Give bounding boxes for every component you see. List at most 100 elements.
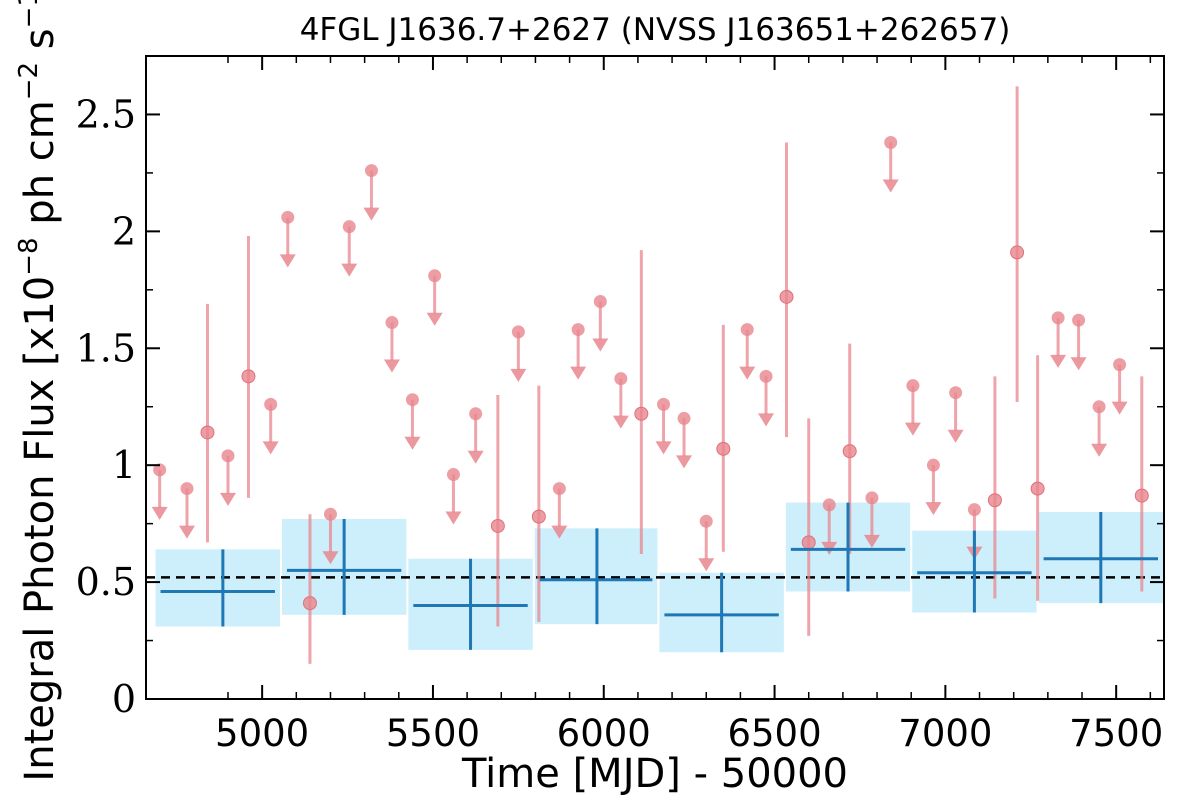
upper-limit-marker [657, 397, 671, 411]
upper-limit-19 [655, 397, 672, 455]
upper-limit-marker [552, 482, 566, 496]
short-bin-point-13 [1030, 355, 1045, 601]
y-tick-label: 2 [112, 209, 136, 253]
upper-limit-arrow-head [1070, 357, 1087, 371]
upper-limit-arrow-head [322, 551, 339, 565]
upper-limit-arrow-head [1091, 443, 1108, 457]
short-bin-marker [200, 425, 215, 440]
upper-limit-marker [926, 458, 940, 472]
y-tick-label: 0 [112, 677, 136, 721]
upper-limit-marker [967, 503, 981, 517]
upper-limit-marker [428, 269, 442, 283]
long-bin-point-3 [413, 558, 528, 650]
long-bin-point-8 [1043, 511, 1158, 604]
upper-limit-arrow-head [655, 441, 672, 455]
y-tick-label: 1.5 [76, 326, 136, 370]
upper-limit-25 [863, 491, 880, 548]
upper-limit-24 [821, 498, 838, 555]
short-bin-point-10 [842, 343, 857, 555]
upper-limit-marker [385, 316, 399, 330]
short-bin-point-7 [716, 324, 731, 552]
upper-limit-9 [383, 316, 400, 373]
upper-limit-34 [1111, 358, 1128, 415]
upper-limit-marker [342, 220, 356, 234]
plot-area: 5000 5500 6000 6500 7000 7500 0 0.5 1 1.5 2 2.5 [76, 55, 1165, 755]
long-bin-point-2 [286, 518, 402, 615]
y-axis-label: Integral Photon Flux [x10−8 ph cm−2 s−1] [14, 0, 63, 782]
upper-limit-14 [510, 325, 527, 382]
upper-limit-marker [906, 379, 920, 393]
upper-limit-arrow-head [510, 368, 527, 382]
upper-limit-arrow-head [676, 455, 693, 469]
upper-limit-arrow-head [219, 492, 236, 506]
upper-limit-arrow-head [363, 207, 380, 221]
upper-limit-31 [1050, 311, 1067, 368]
short-bin-marker [801, 535, 816, 550]
upper-limit-1 [151, 463, 168, 520]
upper-limit-marker [1113, 358, 1127, 372]
upper-limit-arrow-head [904, 422, 921, 436]
short-bin-marker [1030, 481, 1045, 496]
upper-limit-arrow-head [863, 534, 880, 548]
y-tick-label: 0.5 [76, 560, 136, 604]
upper-limit-marker [884, 136, 898, 150]
upper-limit-arrow-head [1050, 354, 1067, 368]
long-bin-point-4 [539, 528, 653, 625]
upper-limit-marker [614, 372, 628, 386]
short-bin-point-8 [779, 142, 794, 438]
upper-limit-26 [882, 136, 899, 193]
long-bin-layer [160, 502, 1158, 653]
upper-limit-marker [153, 463, 167, 477]
chart-title: 4FGL J1636.7+2627 (NVSS J163651+262657) [300, 12, 1011, 48]
upper-limit-12 [445, 468, 462, 525]
x-tick-label: 7000 [898, 712, 992, 755]
upper-limit-marker [281, 210, 295, 224]
upper-limit-marker [822, 498, 836, 512]
short-bin-point-4 [490, 395, 505, 627]
upper-limit-arrow-head [698, 558, 715, 572]
short-bin-marker [842, 444, 857, 459]
short-bin-marker [241, 369, 256, 384]
short-bin-layer [151, 86, 1149, 664]
upper-limit-3 [219, 449, 236, 506]
upper-limit-marker [405, 393, 419, 407]
upper-limit-arrow-head [551, 525, 568, 539]
upper-limit-arrow-head [758, 413, 775, 427]
upper-limit-5 [279, 210, 296, 268]
upper-limit-13 [467, 407, 484, 464]
upper-limit-29 [947, 386, 964, 443]
upper-limit-2 [178, 482, 195, 539]
upper-limit-arrow-head [739, 366, 756, 380]
long-bin-point-5 [664, 572, 779, 653]
upper-limit-21 [698, 514, 715, 572]
upper-limit-33 [1091, 400, 1108, 457]
upper-limit-arrow-head [882, 179, 899, 193]
short-bin-marker [779, 289, 794, 304]
y-tick-label: 1 [112, 443, 136, 487]
upper-limit-marker [699, 514, 713, 528]
upper-limit-arrow-head [570, 366, 587, 380]
upper-limit-marker [446, 468, 460, 482]
upper-limit-arrow-head [383, 359, 400, 373]
long-bin-point-6 [790, 502, 906, 592]
upper-limit-8 [363, 164, 380, 221]
upper-limit-16 [570, 323, 587, 380]
upper-limit-32 [1070, 313, 1087, 371]
upper-limit-arrow-head [279, 254, 296, 268]
short-bin-point-2 [241, 236, 256, 498]
short-bin-marker [531, 509, 546, 524]
short-bin-marker [634, 406, 649, 421]
upper-limit-arrow-head [262, 441, 279, 455]
upper-limit-arrow-head [404, 436, 421, 450]
short-bin-marker [987, 493, 1002, 508]
y-tick-label: 2.5 [76, 92, 136, 136]
upper-limit-11 [426, 269, 443, 326]
short-bin-point-11 [987, 376, 1002, 599]
upper-limit-7 [341, 220, 358, 277]
upper-limit-23 [758, 369, 775, 427]
long-bin-band-1 [155, 549, 280, 627]
x-tick-label: 5500 [386, 712, 480, 755]
x-tick-label: 5000 [215, 712, 309, 755]
upper-limit-arrow-head [178, 525, 195, 539]
